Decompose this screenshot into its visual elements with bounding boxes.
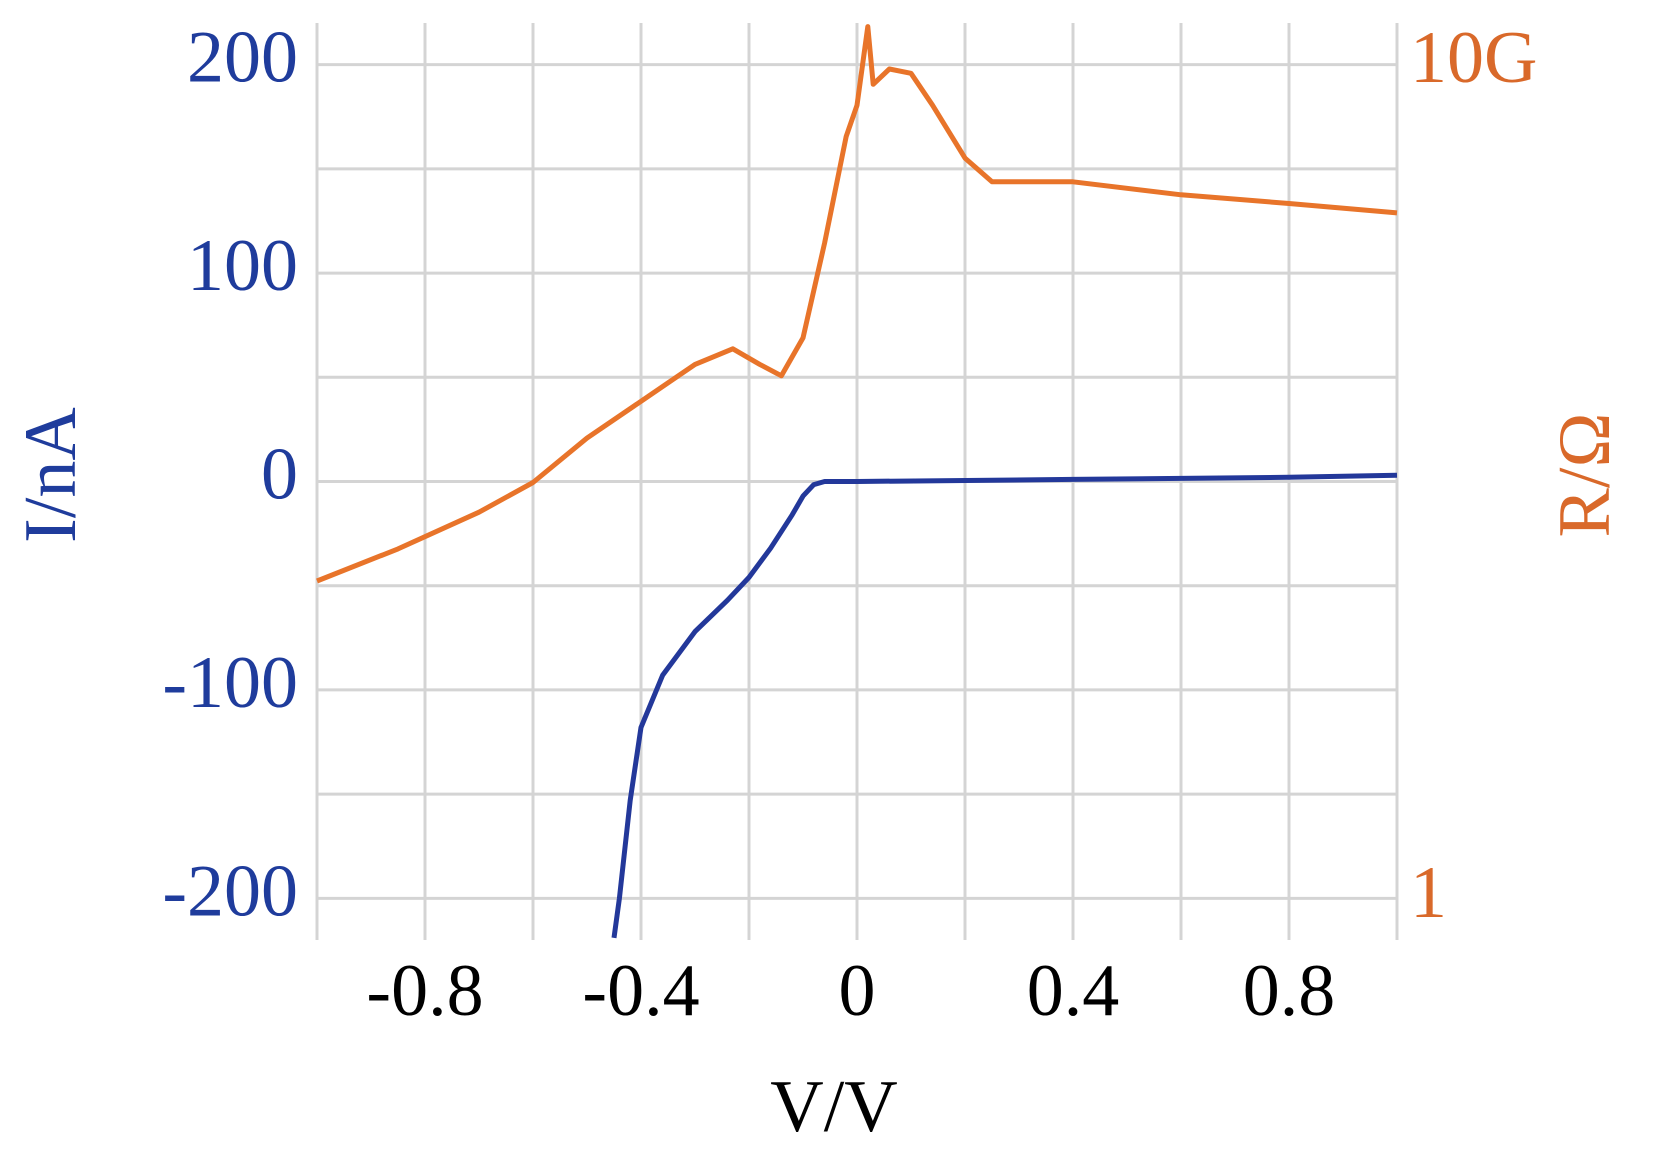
y2-tick-label: 1 xyxy=(1410,852,1447,934)
y-tick-label: 100 xyxy=(187,225,298,307)
x-tick-label: -0.4 xyxy=(582,950,699,1032)
y-tick-label: 0 xyxy=(261,433,298,515)
x-tick-label: 0.4 xyxy=(1027,950,1120,1032)
y-axis-label: I/nA xyxy=(10,407,92,543)
x-tick-label: -0.8 xyxy=(366,950,483,1032)
x-tick-label: 0 xyxy=(839,950,876,1032)
y-tick-label: -100 xyxy=(162,642,298,724)
x-axis-label: V/V xyxy=(770,1066,897,1148)
series-line xyxy=(316,24,1398,584)
y-tick-label: -200 xyxy=(162,850,298,932)
x-tick-label: 0.8 xyxy=(1243,950,1336,1032)
y-tick-label: 200 xyxy=(187,17,298,99)
y2-tick-label: 10G xyxy=(1410,17,1537,99)
series-line xyxy=(611,472,1398,939)
y2-axis-label: R/Ω xyxy=(1544,413,1626,538)
